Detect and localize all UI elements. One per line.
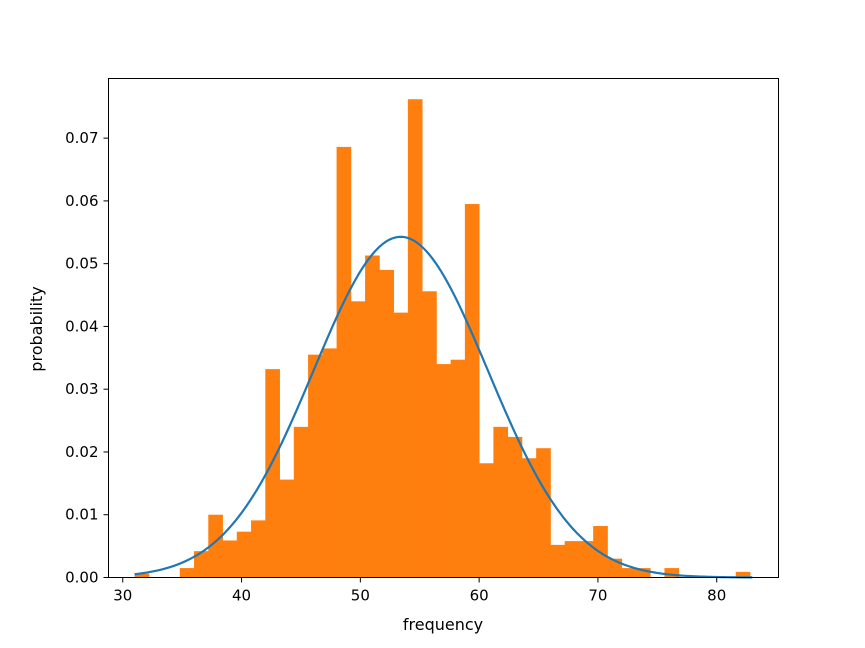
histogram-bar bbox=[635, 568, 651, 578]
histogram-bar bbox=[279, 479, 295, 578]
y-axis-ticks: 0.00 0.01 0.02 0.03 0.04 0.05 0.06 0.07 bbox=[65, 129, 109, 587]
histogram-bar bbox=[479, 463, 494, 578]
histogram-bar bbox=[564, 541, 580, 578]
histogram-bar bbox=[436, 364, 452, 578]
x-tick-label: 50 bbox=[351, 587, 370, 605]
histogram-bar bbox=[621, 568, 637, 578]
histogram-bar bbox=[179, 568, 195, 578]
histogram-bar bbox=[735, 571, 751, 578]
y-tick-label: 0.05 bbox=[65, 255, 98, 273]
histogram-bar bbox=[521, 458, 537, 578]
x-tick-label: 30 bbox=[113, 587, 132, 605]
histogram-bar bbox=[379, 269, 395, 578]
histogram-bar bbox=[450, 359, 466, 578]
x-axis-label: frequency bbox=[403, 615, 483, 634]
histogram-bar bbox=[536, 448, 551, 578]
histogram-bar bbox=[550, 544, 566, 578]
y-tick-label: 0.00 bbox=[65, 569, 98, 587]
histogram-bar bbox=[208, 514, 223, 578]
histogram-bars bbox=[134, 99, 751, 578]
histogram-bar bbox=[336, 146, 352, 578]
histogram-bar bbox=[236, 531, 252, 578]
histogram-bar bbox=[664, 568, 680, 578]
histogram-bar bbox=[350, 301, 366, 578]
histogram-bar bbox=[322, 348, 337, 578]
normal-fit-curve bbox=[134, 235, 753, 579]
y-tick-label: 0.03 bbox=[65, 380, 98, 398]
y-tick-label: 0.04 bbox=[65, 317, 98, 335]
histogram-bar bbox=[507, 436, 523, 578]
histogram-bar bbox=[407, 99, 423, 578]
histogram-bar bbox=[393, 312, 409, 578]
histogram-bar bbox=[308, 354, 323, 578]
histogram-bar bbox=[464, 204, 480, 578]
y-tick-label: 0.01 bbox=[65, 506, 98, 524]
histogram-bar bbox=[365, 255, 380, 578]
histogram-bar bbox=[222, 540, 238, 578]
x-axis-ticks: 30 40 50 60 70 80 bbox=[113, 577, 726, 605]
x-tick-label: 60 bbox=[470, 587, 489, 605]
histogram-bar bbox=[251, 520, 266, 578]
y-tick-label: 0.02 bbox=[65, 443, 98, 461]
x-tick-label: 40 bbox=[232, 587, 251, 605]
plot-frame bbox=[108, 78, 779, 578]
histogram-bar bbox=[293, 426, 309, 578]
histogram-bar bbox=[194, 551, 209, 578]
y-tick-label: 0.06 bbox=[65, 192, 98, 210]
y-tick-label: 0.07 bbox=[65, 129, 98, 147]
x-tick-label: 70 bbox=[588, 587, 607, 605]
histogram-bar bbox=[493, 426, 509, 578]
histogram-bar bbox=[578, 541, 594, 578]
y-axis-label: probability bbox=[27, 286, 46, 371]
x-tick-label: 80 bbox=[707, 587, 726, 605]
histogram-bar bbox=[265, 369, 280, 578]
histogram-bar bbox=[422, 291, 437, 578]
histogram-bar bbox=[134, 573, 150, 578]
